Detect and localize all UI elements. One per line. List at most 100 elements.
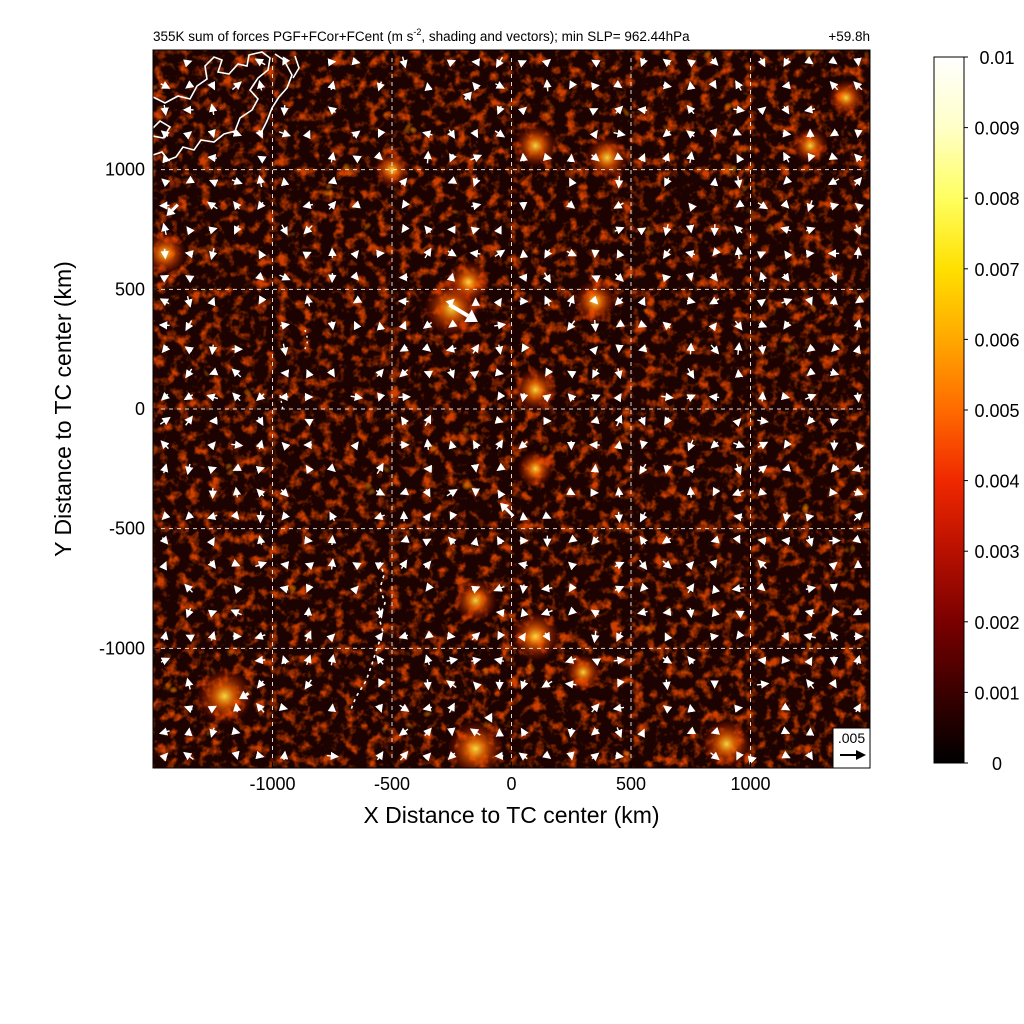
force-vector [830,631,839,641]
force-vector [542,631,551,642]
force-vector [854,129,863,139]
force-vector [829,80,839,91]
y-axis-label: Y Distance to TC center (km) [50,261,76,557]
force-vector [424,654,433,666]
force-vector [735,610,745,619]
force-vector [564,655,577,664]
force-vector [303,630,312,642]
force-vector [541,679,553,688]
force-vector [736,153,745,164]
force-vector [159,535,169,545]
force-vector [376,249,385,258]
force-vector [591,59,601,68]
force-vector [664,632,673,642]
force-vector [376,655,385,665]
force-vector [543,272,551,284]
colorbar-tick-label: 0.01 [979,48,1014,68]
force-vector [566,200,576,209]
heatmap-hotspot-15 [153,231,187,276]
force-vector [568,606,578,616]
force-vector [281,441,291,451]
force-vector [231,750,240,760]
force-vector [183,131,193,140]
force-vector [686,104,696,115]
force-vector [497,489,506,499]
force-vector [517,106,528,116]
force-vector-large-head-4 [239,690,249,700]
force-vector [520,727,529,737]
force-vector [422,752,432,762]
force-vector [326,751,340,761]
force-vector [377,128,386,138]
force-vector [471,343,480,354]
force-vector [185,320,194,332]
force-vector [233,200,242,211]
force-vector [662,128,672,138]
force-vector [469,728,481,737]
force-vector-large-1 [448,303,470,318]
force-vector [853,176,863,187]
force-vector [541,584,553,593]
force-vector [566,751,575,761]
force-vector [805,584,816,594]
force-vector [258,295,267,305]
force-vector [399,368,409,378]
force-vector [495,81,505,89]
force-vector [780,702,791,711]
force-vector [853,511,864,522]
force-vector [734,246,743,260]
force-vector [448,440,457,450]
chart-title: 355K sum of forces PGF+FCor+FCent (m s-2… [153,27,690,44]
force-vector [470,463,480,473]
colorbar-scale [933,56,965,764]
force-vector [781,655,791,665]
force-vector [637,319,648,328]
force-vector [734,704,744,713]
force-vector [566,487,576,496]
force-vector [208,179,219,188]
force-vector [566,153,576,163]
force-vector [472,177,481,187]
force-vector [757,559,767,569]
force-vector [445,344,457,353]
force-vector [829,418,839,427]
force-vector [472,81,481,92]
force-vector [472,681,482,691]
force-vector [518,440,528,450]
force-vector [469,249,481,258]
force-vector [733,440,746,449]
force-vector [662,273,672,283]
forecast-time-label: +59.8h [828,29,870,44]
force-vector [830,463,840,473]
colorbar-tick-label: 0.005 [974,401,1019,421]
force-vector [709,177,719,187]
force-vector [661,392,674,402]
force-vector [736,630,745,640]
force-vector [279,585,289,594]
force-vector [663,464,672,474]
force-vector [449,511,458,521]
force-vector [756,680,770,689]
force-vector [806,415,816,425]
force-vector [326,463,336,473]
force-vector [423,438,433,450]
force-vector [567,320,576,331]
force-vector [494,344,504,355]
force-vector [757,201,769,210]
force-vector [279,392,289,401]
force-vector [327,534,337,546]
force-vector [731,584,745,593]
force-vector [304,418,314,427]
force-vector [329,511,338,522]
force-vector [254,655,266,665]
force-vector [401,223,410,234]
force-vector [257,155,267,164]
force-vector [183,392,194,401]
force-vector [447,702,455,713]
force-vector [207,466,218,475]
force-vector [280,224,288,236]
force-vector [254,58,266,67]
force-vector [709,56,719,66]
force-vector [423,150,432,164]
force-vector [851,464,864,473]
